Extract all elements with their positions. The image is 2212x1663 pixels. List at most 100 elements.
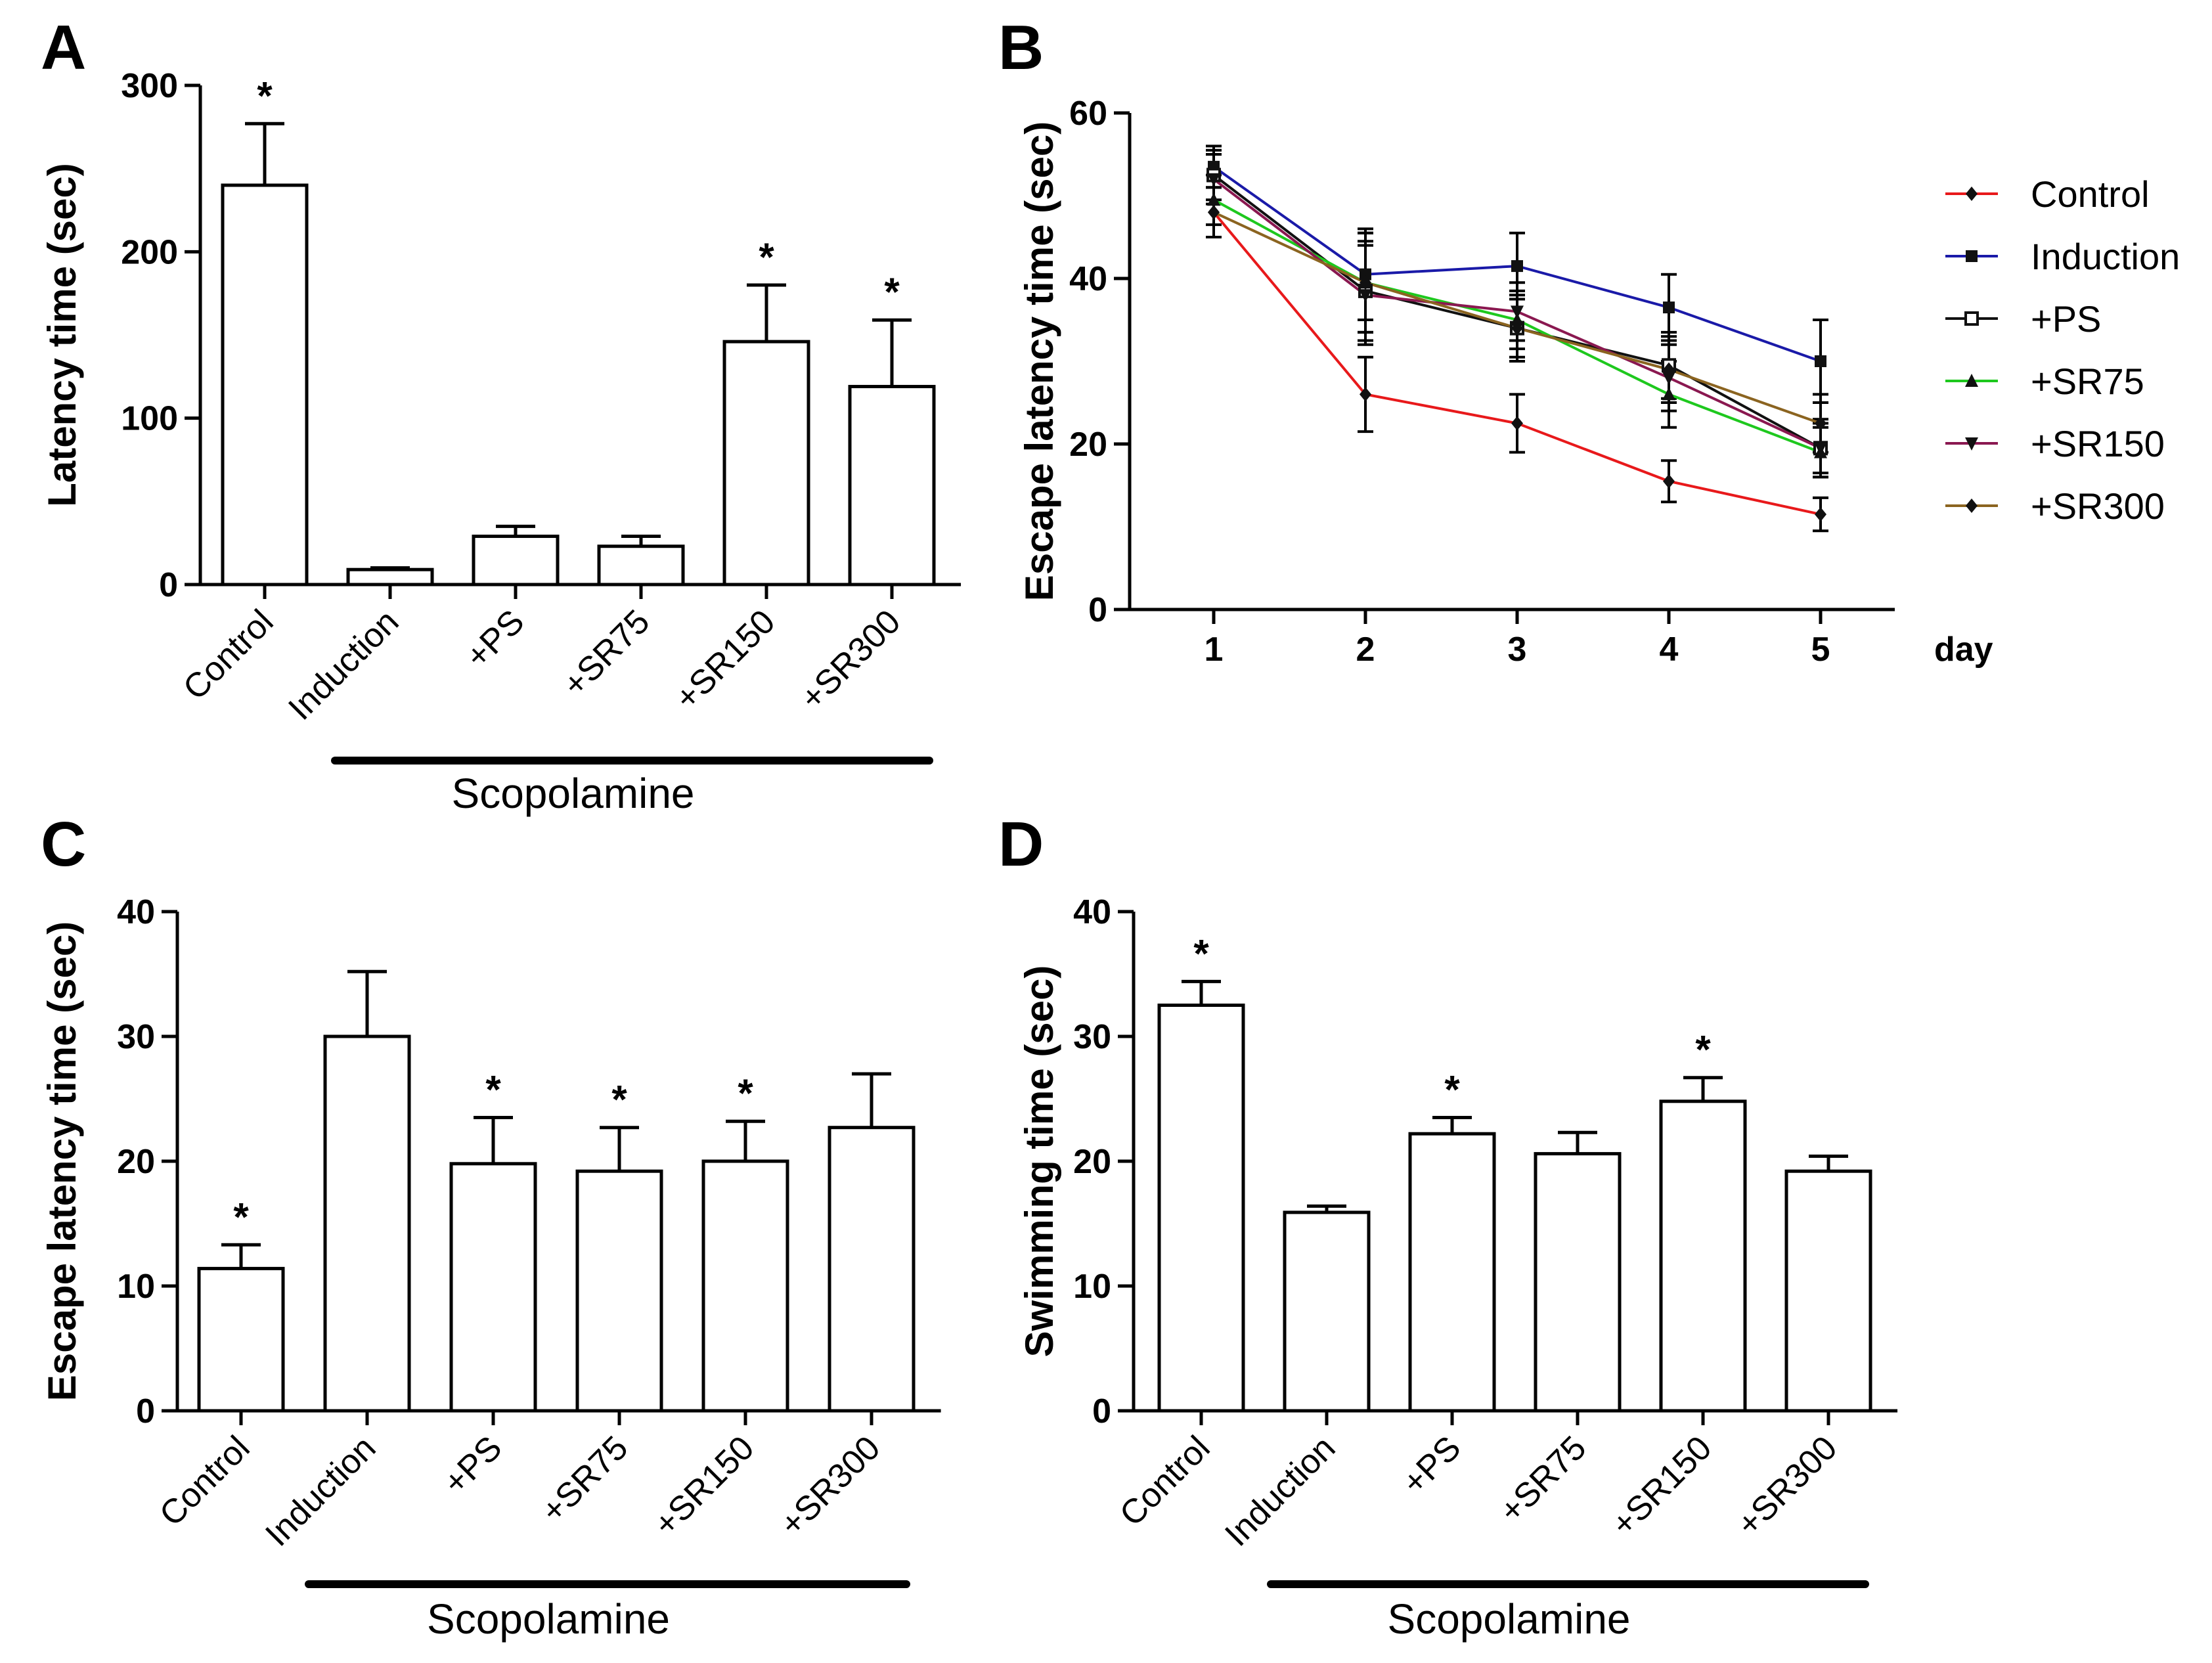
data-point xyxy=(1663,301,1675,314)
significance-star: * xyxy=(884,270,900,314)
data-point xyxy=(1511,305,1524,319)
significance-star: * xyxy=(1193,931,1209,975)
bar-plus-sr150 xyxy=(701,1159,789,1413)
bar-plus-sr150 xyxy=(722,340,810,587)
bar-plus-ps xyxy=(1408,1132,1496,1413)
panel-letter: C xyxy=(41,809,86,879)
x-tick-label: 2 xyxy=(1356,631,1375,669)
data-point xyxy=(1663,362,1675,377)
bar-plus-ps xyxy=(472,535,560,587)
data-point xyxy=(1360,275,1371,290)
significance-star: * xyxy=(738,1071,753,1115)
y-tick-label: 0 xyxy=(1092,1392,1111,1430)
bar-plus-sr300 xyxy=(828,1126,916,1413)
data-point xyxy=(1511,321,1523,336)
y-axis-label: Escape latency time (sec) xyxy=(1017,122,1061,601)
data-point xyxy=(1965,437,1978,451)
bar-induction xyxy=(1283,1210,1371,1413)
y-tick-label: 30 xyxy=(117,1018,155,1056)
bar-plus-sr75 xyxy=(575,1169,663,1413)
bar-plus-ps xyxy=(449,1162,537,1413)
data-point xyxy=(1815,507,1826,522)
bar-induction xyxy=(323,1034,411,1413)
bar-plus-sr150 xyxy=(1659,1099,1747,1413)
x-tick-label: 3 xyxy=(1508,631,1527,669)
significance-star: * xyxy=(611,1078,627,1122)
significance-star: * xyxy=(1695,1028,1711,1072)
group-label: Scopolamine xyxy=(1388,1595,1631,1643)
bar-induction xyxy=(346,567,434,587)
legend-item: +PS xyxy=(1945,298,2101,340)
legend-label: +PS xyxy=(2031,298,2101,340)
y-axis-label: Latency time (sec) xyxy=(40,163,84,507)
legend-item: Induction xyxy=(1945,236,2180,277)
y-axis-label: Escape latency time (sec) xyxy=(40,921,84,1401)
bar-plus-sr300 xyxy=(848,385,936,587)
legend-item: Control xyxy=(1945,173,2150,215)
y-tick-label: 0 xyxy=(136,1392,155,1430)
data-point xyxy=(1207,173,1220,187)
data-point xyxy=(1662,387,1675,401)
data-point xyxy=(1966,187,1978,201)
y-tick-label: 60 xyxy=(1069,95,1107,133)
data-point xyxy=(1966,250,1978,262)
legend-item: +SR300 xyxy=(1945,485,2165,527)
group-label: Scopolamine xyxy=(452,770,695,817)
y-tick-label: 10 xyxy=(1073,1268,1111,1306)
data-point xyxy=(1815,416,1826,431)
data-point xyxy=(1359,289,1372,303)
legend-label: Induction xyxy=(2031,236,2180,277)
bar-control xyxy=(197,1266,285,1413)
x-tick-label: 5 xyxy=(1811,631,1830,669)
data-point xyxy=(1208,205,1220,220)
series-plus-sr300-markers xyxy=(1208,205,1826,431)
x-tick-label: 4 xyxy=(1660,631,1679,669)
series-plus-sr150-markers xyxy=(1207,173,1827,456)
data-point xyxy=(1966,499,1978,513)
bar-control xyxy=(221,183,309,587)
y-tick-label: 200 xyxy=(121,233,178,271)
panel-letter: D xyxy=(998,809,1044,879)
data-point xyxy=(1207,192,1220,206)
panel-letter: A xyxy=(41,12,86,83)
y-axis-label: Swimming time (sec) xyxy=(1017,965,1061,1358)
legend-item: +SR75 xyxy=(1945,361,2144,402)
data-point xyxy=(1511,260,1523,273)
legend-item: +SR150 xyxy=(1945,423,2165,464)
significance-star: * xyxy=(233,1195,249,1239)
significance-star: * xyxy=(257,74,273,118)
data-point xyxy=(1511,313,1524,326)
significance-star: * xyxy=(1444,1068,1460,1112)
bar-plus-sr300 xyxy=(1784,1169,1872,1413)
group-label: Scopolamine xyxy=(427,1595,670,1643)
data-point xyxy=(1815,355,1826,367)
y-tick-label: 40 xyxy=(1069,260,1107,298)
data-point xyxy=(1662,372,1675,386)
legend: Control Induction +PS +SR75 +SR150 +SR300 xyxy=(1945,173,2180,527)
data-point xyxy=(1360,268,1371,280)
y-tick-label: 0 xyxy=(159,566,178,604)
data-point xyxy=(1360,387,1371,402)
legend-label: +SR150 xyxy=(2031,423,2165,464)
y-tick-label: 20 xyxy=(1069,426,1107,464)
bar-plus-sr75 xyxy=(1534,1152,1622,1413)
bar-plus-sr75 xyxy=(597,544,685,587)
y-tick-label: 40 xyxy=(117,893,155,931)
y-tick-label: 300 xyxy=(121,67,178,105)
panel-letter: B xyxy=(998,12,1044,83)
legend-label: Control xyxy=(2031,173,2150,215)
data-point xyxy=(1663,474,1675,489)
significance-star: * xyxy=(759,235,774,279)
x-axis-label: day xyxy=(1934,631,1993,669)
legend-label: +SR75 xyxy=(2031,361,2144,402)
data-point xyxy=(1814,442,1827,456)
y-tick-label: 10 xyxy=(117,1268,155,1306)
y-tick-label: 20 xyxy=(1073,1143,1111,1181)
legend-label: +SR300 xyxy=(2031,485,2165,527)
data-point xyxy=(1511,416,1523,431)
y-tick-label: 30 xyxy=(1073,1018,1111,1056)
y-tick-label: 40 xyxy=(1073,893,1111,931)
y-tick-label: 0 xyxy=(1088,591,1107,629)
data-point xyxy=(1965,374,1978,387)
